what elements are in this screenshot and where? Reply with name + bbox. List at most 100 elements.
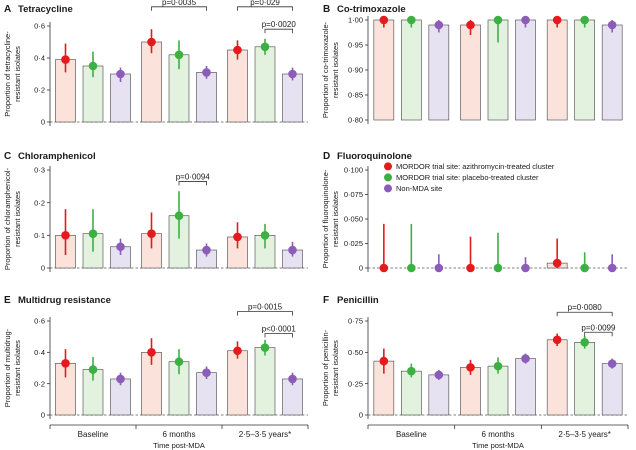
significance-bracket [237,311,293,316]
y-tick-label: 0 [359,264,363,273]
y-tick-label: 0·6 [34,22,45,31]
significance-bracket [584,331,613,337]
panel-letter: E [4,295,11,306]
point-azithro [466,20,475,30]
y-axis-label: Proportion of chloramphenicol- [3,167,12,270]
x-group-label: 2·5–3·5 years* [558,430,610,439]
point-nonmda [607,263,617,273]
bar-azithro [460,24,481,121]
y-tick-label: 0·2 [34,379,45,388]
y-tick-label: 0·4 [34,348,45,357]
point-placebo [260,42,270,52]
x-group-label: 2·5–3·5 years* [239,430,291,439]
panel-F: F Penicillin 0 0·25 0·50 0·75 Proportion of pe… [321,295,629,450]
point-azithro [552,335,562,345]
y-axis-label: Proportion of fluoroquinolone- [321,169,330,268]
y-tick-label: 0·80 [348,116,363,125]
y-axis-label: resistant isolates [331,340,340,396]
y-tick-label: 0·50 [348,348,363,357]
panel-title: Co-trimoxazole [337,4,406,15]
bar-placebo [401,19,422,121]
y-tick-label: 0·2 [34,198,45,207]
y-axis-label: resistant isolates [331,42,340,98]
point-nonmda [434,263,444,273]
panel-E: E Multidrug resistance 0 0·2 0·4 0·6 Proportio… [3,295,309,450]
bar-nonmda [601,363,623,416]
point-azithro [61,55,70,64]
point-azithro [61,231,70,240]
x-group-label: 6 months [163,430,196,439]
point-placebo [407,263,416,273]
y-tick-label: 0·1 [34,231,45,240]
point-azithro [233,232,242,242]
point-nonmda [202,68,211,77]
y-tick-label: 0 [359,411,363,420]
bar-placebo [401,370,422,416]
legend-label: MORDOR trial site: azithromycin-treated … [396,162,555,171]
y-tick-label: 0·100 [344,166,363,175]
point-placebo [88,229,98,238]
legend-marker-azithro [384,162,392,171]
y-tick-label: 0·90 [348,66,363,75]
bar-azithro [141,41,162,123]
point-nonmda [202,368,211,378]
point-placebo [260,231,270,240]
point-placebo [407,15,416,25]
y-tick-label: 0·95 [348,41,363,50]
y-tick-label: 0·2 [34,86,45,95]
bar-placebo [254,46,276,123]
panel-B: B Co-trimoxazole 0·80 0·85 0·90 0·95 1·00 Propo… [321,4,623,125]
x-group-label: Baseline [396,430,427,439]
x-axis-label: Time post-MDA [153,441,205,450]
point-placebo [493,361,503,371]
panel-title: Penicillin [337,295,379,306]
y-axis-label: Proportion of multidrug- [3,328,12,407]
bar-placebo [574,19,595,121]
point-azithro [147,37,156,47]
point-nonmda [288,245,297,255]
panel-title: Fluoroquinolone [337,151,412,162]
point-nonmda [288,69,297,79]
point-placebo [580,263,589,273]
bar-azithro [227,350,248,416]
panel-letter: C [4,151,11,162]
legend: MORDOR trial site: azithromycin-treated … [384,162,555,193]
point-placebo [174,357,184,367]
point-nonmda [116,69,125,79]
point-nonmda [116,242,125,252]
legend-marker-nonmda [384,184,392,193]
point-azithro [379,15,389,25]
y-axis-label: resistant isolates [13,191,22,247]
y-tick-label: 0 [41,118,45,127]
bar-azithro [546,19,568,121]
point-azithro [552,15,562,25]
panel-title: Multidrug resistance [18,295,111,306]
bar-nonmda [428,374,450,416]
x-axis-label: Time post-MDA [472,441,524,450]
panel-D: D Fluoroquinolone 0 0·025 0·050 0·075 0·100 Pro… [321,151,628,273]
p-value-label: p=0·0015 [248,303,283,312]
y-tick-label: 0·050 [344,215,363,224]
point-nonmda [288,374,297,384]
bar-nonmda [196,72,217,123]
point-nonmda [607,359,617,368]
legend-label: Non-MDA site [396,184,442,193]
significance-bracket [178,181,207,186]
bar-nonmda [515,358,536,416]
bar-nonmda [196,372,217,416]
panel-A: A Tetracycline 0 0·2 0·4 0·6 Proportion of tet… [3,0,308,127]
p-value-label: p=0·029 [250,0,280,7]
y-axis-label: Proportion of co-trimoxazole- [321,21,330,118]
point-placebo [174,50,184,60]
point-placebo [580,338,589,347]
point-nonmda [116,374,125,384]
y-tick-label: 0·4 [34,54,45,63]
p-value-label: p=0·0099 [581,323,616,332]
bar-nonmda [601,24,623,121]
significance-bracket [264,333,293,338]
p-value-label: p=0·0094 [176,172,211,181]
panel-title: Chloramphenicol [18,151,96,162]
y-tick-label: 1·00 [348,16,363,25]
bar-nonmda [515,19,536,121]
y-tick-label: 0·075 [344,190,363,199]
